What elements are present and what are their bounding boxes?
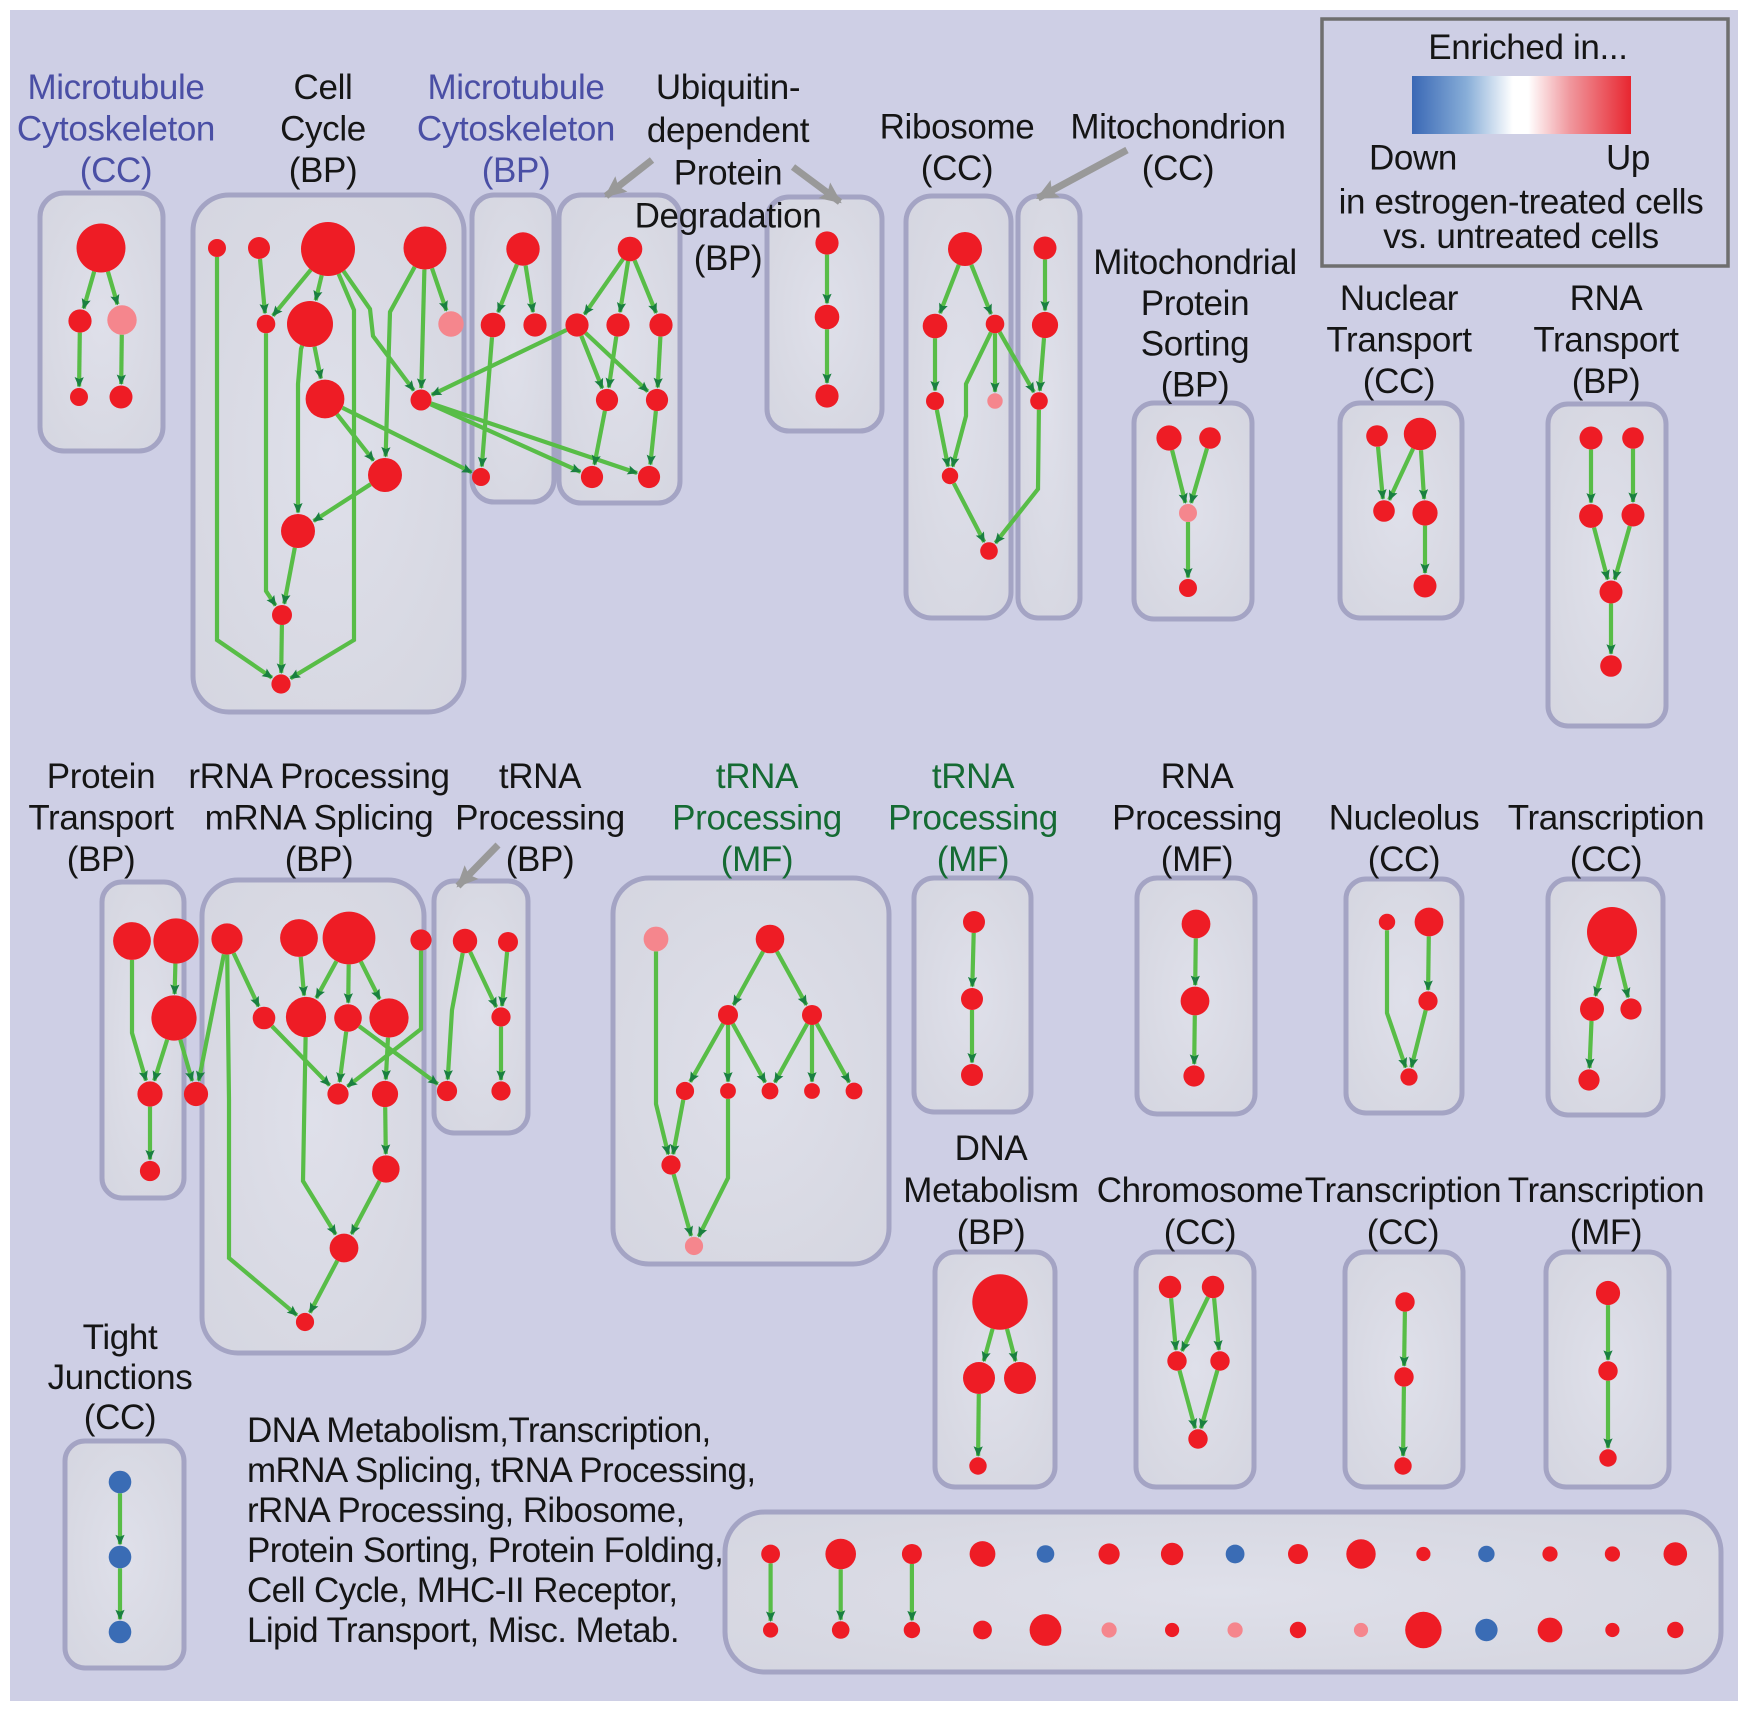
svg-text:Lipid Transport, Misc. Metab.: Lipid Transport, Misc. Metab. <box>247 1611 679 1650</box>
svg-text:(BP): (BP) <box>1572 362 1641 401</box>
svg-text:Metabolism: Metabolism <box>903 1171 1078 1210</box>
svg-text:Protein: Protein <box>674 154 782 193</box>
svg-text:vs. untreated cells: vs. untreated cells <box>1383 217 1658 256</box>
svg-text:RNA: RNA <box>1570 279 1644 318</box>
svg-text:(MF): (MF) <box>721 840 793 879</box>
svg-text:Protein Sorting, Protein Foldi: Protein Sorting, Protein Folding, <box>247 1531 723 1570</box>
svg-text:DNA Metabolism,Transcription,: DNA Metabolism,Transcription, <box>247 1411 711 1450</box>
svg-text:(CC): (CC) <box>84 1398 156 1437</box>
svg-text:dependent: dependent <box>647 111 810 150</box>
svg-text:Up: Up <box>1606 139 1650 178</box>
svg-text:Processing: Processing <box>888 799 1058 838</box>
svg-text:Transcription: Transcription <box>1508 1171 1704 1210</box>
svg-text:Protein: Protein <box>1141 284 1249 323</box>
svg-text:(MF): (MF) <box>1570 1213 1642 1252</box>
svg-text:Degradation: Degradation <box>635 196 822 235</box>
svg-text:Mitochondrion: Mitochondrion <box>1070 108 1285 147</box>
svg-text:(CC): (CC) <box>1142 149 1214 188</box>
svg-text:Cell: Cell <box>294 68 353 107</box>
svg-text:Transport: Transport <box>1533 321 1679 360</box>
svg-text:Processing: Processing <box>1112 799 1282 838</box>
svg-text:(CC): (CC) <box>1368 840 1440 879</box>
svg-text:Nucleolus: Nucleolus <box>1329 799 1480 838</box>
svg-text:(BP): (BP) <box>289 151 358 190</box>
svg-text:Cycle: Cycle <box>280 110 366 149</box>
svg-text:RNA: RNA <box>1161 757 1235 796</box>
svg-text:(CC): (CC) <box>80 151 152 190</box>
svg-text:Sorting: Sorting <box>1141 325 1249 364</box>
svg-text:Tight: Tight <box>83 1318 158 1357</box>
svg-text:Processing: Processing <box>455 799 625 838</box>
svg-text:(MF): (MF) <box>937 840 1009 879</box>
svg-text:rRNA Processing: rRNA Processing <box>188 757 449 796</box>
svg-text:tRNA: tRNA <box>716 757 799 796</box>
svg-text:Microtubule: Microtubule <box>427 68 604 107</box>
svg-text:tRNA: tRNA <box>499 757 582 796</box>
svg-text:Mitochondrial: Mitochondrial <box>1093 243 1297 282</box>
svg-text:(BP): (BP) <box>1161 365 1230 404</box>
svg-text:Chromosome: Chromosome <box>1097 1171 1304 1210</box>
svg-text:(CC): (CC) <box>1570 840 1642 879</box>
svg-text:Protein: Protein <box>47 757 155 796</box>
svg-text:Processing: Processing <box>672 799 842 838</box>
svg-text:tRNA: tRNA <box>932 757 1015 796</box>
svg-text:(BP): (BP) <box>482 151 551 190</box>
svg-text:(CC): (CC) <box>1367 1213 1439 1252</box>
svg-text:Cell Cycle, MHC-II Receptor,: Cell Cycle, MHC-II Receptor, <box>247 1571 678 1610</box>
svg-text:(BP): (BP) <box>957 1213 1026 1252</box>
svg-text:rRNA Processing, Ribosome,: rRNA Processing, Ribosome, <box>247 1491 685 1530</box>
svg-text:in estrogen-treated cells: in estrogen-treated cells <box>1339 182 1704 221</box>
svg-text:(BP): (BP) <box>67 840 136 879</box>
svg-text:Junctions: Junctions <box>48 1358 193 1397</box>
svg-text:Transcription: Transcription <box>1508 799 1704 838</box>
svg-text:mRNA Splicing: mRNA Splicing <box>205 799 434 838</box>
svg-text:Nuclear: Nuclear <box>1340 279 1459 318</box>
svg-text:Cytoskeleton: Cytoskeleton <box>417 110 615 149</box>
svg-text:mRNA Splicing, tRNA Processing: mRNA Splicing, tRNA Processing, <box>247 1451 756 1490</box>
svg-text:Down: Down <box>1369 139 1457 178</box>
svg-text:(CC): (CC) <box>1363 362 1435 401</box>
svg-text:(MF): (MF) <box>1161 840 1233 879</box>
svg-text:Ribosome: Ribosome <box>880 108 1035 147</box>
svg-text:Enriched in...: Enriched in... <box>1428 28 1627 67</box>
svg-text:Transcription: Transcription <box>1305 1171 1501 1210</box>
svg-text:Transport: Transport <box>28 799 174 838</box>
svg-text:Cytoskeleton: Cytoskeleton <box>17 110 215 149</box>
svg-text:(CC): (CC) <box>921 149 993 188</box>
svg-text:Transport: Transport <box>1326 321 1472 360</box>
svg-text:Ubiquitin-: Ubiquitin- <box>656 68 800 107</box>
svg-text:Microtubule: Microtubule <box>27 68 204 107</box>
svg-text:(BP): (BP) <box>506 840 575 879</box>
svg-text:(BP): (BP) <box>285 840 354 879</box>
svg-text:(CC): (CC) <box>1164 1213 1236 1252</box>
svg-text:(BP): (BP) <box>694 239 763 278</box>
svg-text:DNA: DNA <box>955 1129 1029 1168</box>
